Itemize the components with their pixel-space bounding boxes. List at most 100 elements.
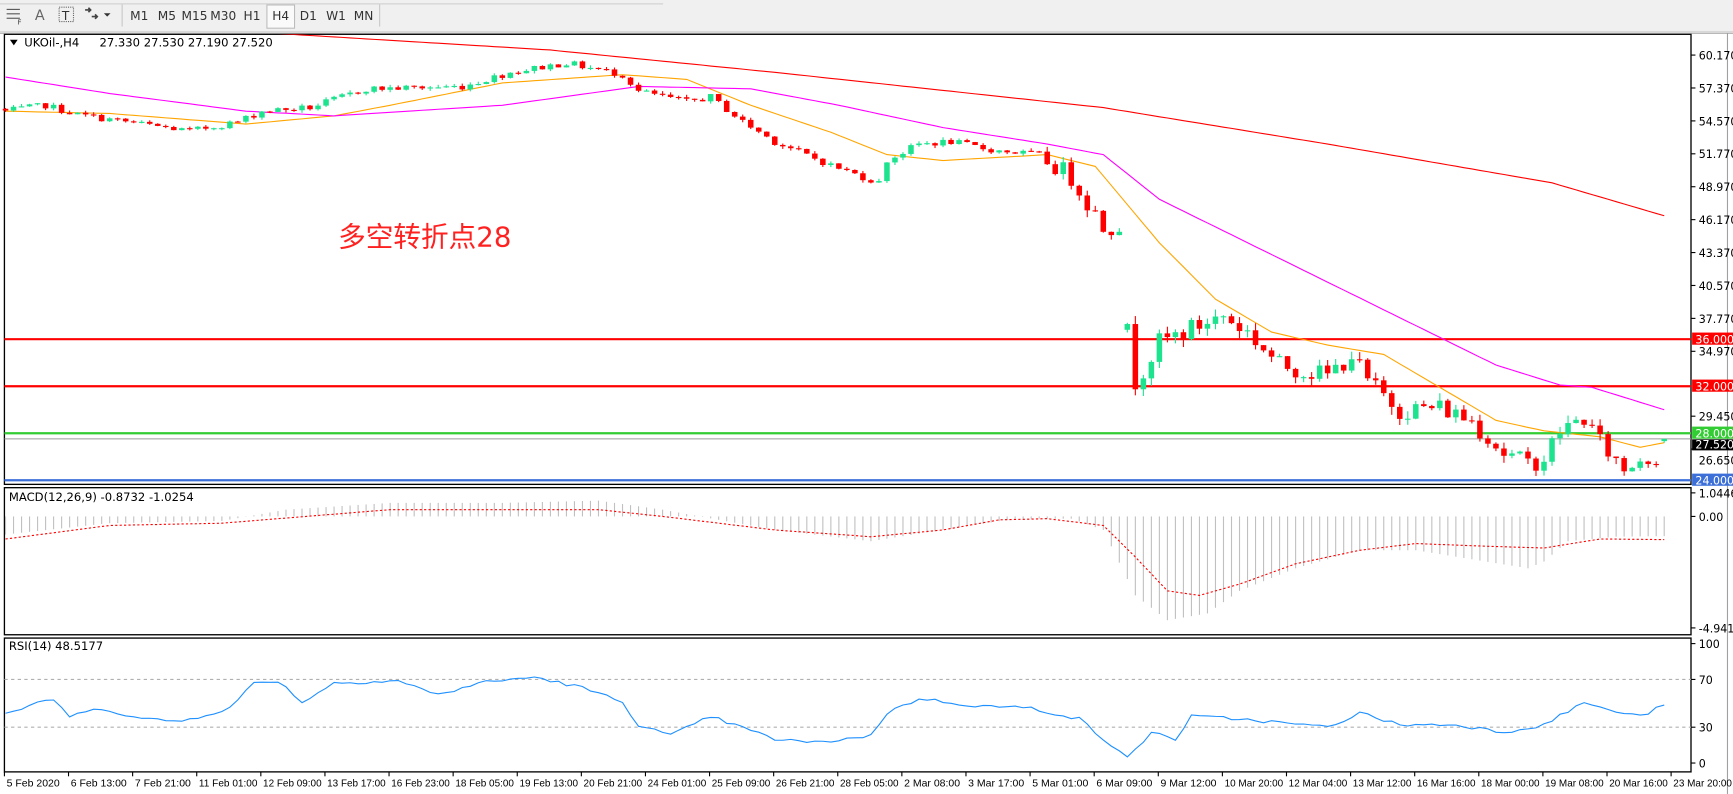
candle-body — [1188, 320, 1195, 340]
timeframe-m5-button[interactable]: M5 — [157, 8, 177, 24]
time-axis-label: 23 Mar 20:00 — [1673, 777, 1732, 789]
time-axis-label: 13 Feb 17:00 — [327, 777, 386, 789]
current-price-label: 27.520 — [1695, 439, 1733, 452]
candle-body — [90, 114, 97, 116]
candle-body — [1324, 365, 1331, 374]
candle-body — [1100, 210, 1107, 232]
candle-body — [275, 108, 281, 112]
candle-body — [1044, 151, 1050, 165]
candle — [1445, 398, 1451, 418]
timeframe-w1-button[interactable]: W1 — [326, 8, 346, 24]
candle-body — [1244, 330, 1251, 332]
timeframe-m15-button[interactable]: M15 — [181, 8, 208, 24]
timeframe-d1-button[interactable]: D1 — [299, 8, 317, 24]
candle — [643, 89, 650, 92]
timeframe-m30-button[interactable]: M30 — [210, 8, 237, 24]
candle — [195, 126, 201, 131]
price-axis-label: 48.970 — [1699, 181, 1733, 194]
time-axis-label: 19 Feb 13:00 — [519, 777, 578, 789]
candle-body — [1140, 378, 1147, 390]
candle — [1517, 450, 1523, 455]
price-axis-label: 46.170 — [1699, 214, 1733, 227]
candle — [627, 76, 634, 87]
candle-body — [868, 180, 874, 183]
candle-body — [122, 118, 129, 122]
candle-body — [627, 77, 634, 85]
candle-body — [788, 146, 794, 149]
price-axis-label: 57.370 — [1699, 82, 1733, 95]
candle-body — [635, 84, 642, 91]
candle — [179, 127, 185, 131]
candle — [707, 94, 714, 104]
candle-body — [555, 64, 562, 68]
macd-axis-label: 0.00 — [1699, 511, 1724, 524]
candle-body — [739, 116, 746, 120]
candle — [379, 86, 385, 92]
timeframe-h1-button[interactable]: H1 — [243, 8, 261, 24]
period-separator-icon[interactable]: F — [2, 6, 26, 28]
candle-body — [804, 148, 810, 154]
time-axis-label: 16 Mar 16:00 — [1417, 777, 1476, 789]
candle — [1613, 456, 1619, 465]
candle-body — [1180, 332, 1187, 340]
timeframe-mn-button[interactable]: MN — [353, 8, 374, 24]
candle-body — [187, 128, 193, 130]
candle-body — [507, 72, 514, 78]
candle-body — [1284, 356, 1291, 369]
candle — [547, 63, 554, 72]
candle — [1060, 157, 1066, 180]
candle-body — [1116, 231, 1123, 236]
candle — [138, 120, 145, 124]
candle-body — [42, 103, 49, 109]
candle — [347, 90, 353, 97]
arrows-icon[interactable] — [82, 6, 115, 28]
candle-body — [347, 92, 353, 95]
time-axis-label: 16 Feb 23:00 — [391, 777, 450, 789]
candle-body — [675, 96, 682, 99]
text-icon[interactable]: A — [34, 7, 45, 25]
candle-body — [643, 90, 650, 92]
candle — [491, 73, 498, 84]
time-axis-label: 24 Feb 01:00 — [648, 777, 707, 789]
candle-body — [723, 100, 730, 112]
moving-average-ma-slow — [281, 34, 1665, 217]
candle-body — [1453, 409, 1459, 418]
candle — [844, 166, 850, 172]
text-label-icon[interactable]: T — [55, 6, 77, 28]
candle — [587, 65, 594, 71]
candle-body — [747, 119, 754, 128]
timeframe-h4-button[interactable]: H4 — [266, 4, 296, 29]
candle — [972, 141, 978, 146]
candle — [1364, 358, 1371, 381]
candle-body — [26, 104, 33, 107]
candle — [155, 123, 161, 127]
candle — [235, 120, 241, 123]
dropdown-triangle-icon[interactable] — [9, 39, 18, 46]
candle — [435, 84, 441, 89]
moving-average-ma-mid — [5, 76, 1665, 411]
candle-body — [563, 65, 570, 68]
candle — [1244, 325, 1251, 338]
candle-body — [884, 162, 890, 182]
main-price-pane — [3, 33, 1692, 486]
candle — [1148, 360, 1155, 386]
candle-body — [988, 149, 994, 153]
timeframe-m1-button[interactable]: M1 — [130, 8, 149, 24]
candle — [1164, 326, 1171, 343]
candle-body — [595, 67, 602, 70]
candle-body — [1445, 400, 1451, 418]
candle-body — [579, 61, 586, 69]
candle — [980, 143, 986, 152]
candle — [1132, 316, 1139, 396]
candle — [251, 113, 257, 120]
candle — [515, 71, 522, 75]
candle — [1196, 315, 1203, 335]
candle-body — [772, 136, 778, 145]
candle-body — [1124, 324, 1131, 330]
candle-body — [1469, 420, 1475, 422]
candle-body — [435, 87, 441, 89]
candle-body — [731, 111, 738, 117]
candle — [996, 149, 1002, 154]
annotation-text[interactable]: 多空转折点28 — [338, 221, 511, 254]
